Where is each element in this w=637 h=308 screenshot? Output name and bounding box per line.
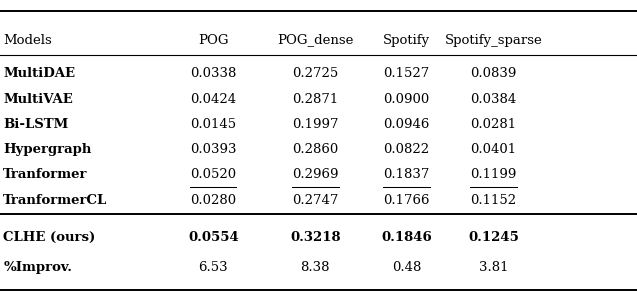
Text: 0.48: 0.48: [392, 261, 421, 274]
Text: 0.2860: 0.2860: [292, 143, 338, 156]
Text: MultiDAE: MultiDAE: [3, 67, 75, 80]
Text: 0.0946: 0.0946: [383, 118, 429, 131]
Text: 6.53: 6.53: [199, 261, 228, 274]
Text: 0.1245: 0.1245: [468, 231, 519, 244]
Text: 0.3218: 0.3218: [290, 231, 341, 244]
Text: TranformerCL: TranformerCL: [3, 194, 108, 207]
Text: 0.2747: 0.2747: [292, 194, 338, 207]
Text: MultiVAE: MultiVAE: [3, 93, 73, 106]
Text: 0.2871: 0.2871: [292, 93, 338, 106]
Text: 8.38: 8.38: [301, 261, 330, 274]
Text: 0.0393: 0.0393: [190, 143, 236, 156]
Text: 0.2725: 0.2725: [292, 67, 338, 80]
Text: Hypergraph: Hypergraph: [3, 143, 92, 156]
Text: 0.0554: 0.0554: [188, 231, 239, 244]
Text: Models: Models: [3, 34, 52, 47]
Text: 0.1766: 0.1766: [383, 194, 429, 207]
Text: 0.0520: 0.0520: [190, 168, 236, 181]
Text: 3.81: 3.81: [479, 261, 508, 274]
Text: 0.0338: 0.0338: [190, 67, 236, 80]
Text: 0.0280: 0.0280: [190, 194, 236, 207]
Text: POG: POG: [198, 34, 229, 47]
Text: 0.0401: 0.0401: [471, 143, 517, 156]
Text: Tranformer: Tranformer: [3, 168, 88, 181]
Text: 0.0145: 0.0145: [190, 118, 236, 131]
Text: POG_dense: POG_dense: [277, 34, 354, 47]
Text: %Improv.: %Improv.: [3, 261, 72, 274]
Text: 0.1152: 0.1152: [471, 194, 517, 207]
Text: 0.0384: 0.0384: [471, 93, 517, 106]
Text: 0.1199: 0.1199: [471, 168, 517, 181]
Text: CLHE (ours): CLHE (ours): [3, 231, 96, 244]
Text: 0.0822: 0.0822: [383, 143, 429, 156]
Text: 0.2969: 0.2969: [292, 168, 338, 181]
Text: Spotify: Spotify: [383, 34, 430, 47]
Text: 0.0900: 0.0900: [383, 93, 429, 106]
Text: 0.0424: 0.0424: [190, 93, 236, 106]
Text: Bi-LSTM: Bi-LSTM: [3, 118, 68, 131]
Text: 0.0281: 0.0281: [471, 118, 517, 131]
Text: 0.1837: 0.1837: [383, 168, 429, 181]
Text: 0.1997: 0.1997: [292, 118, 338, 131]
Text: 0.1846: 0.1846: [381, 231, 432, 244]
Text: Spotify_sparse: Spotify_sparse: [445, 34, 543, 47]
Text: 0.0839: 0.0839: [471, 67, 517, 80]
Text: 0.1527: 0.1527: [383, 67, 429, 80]
